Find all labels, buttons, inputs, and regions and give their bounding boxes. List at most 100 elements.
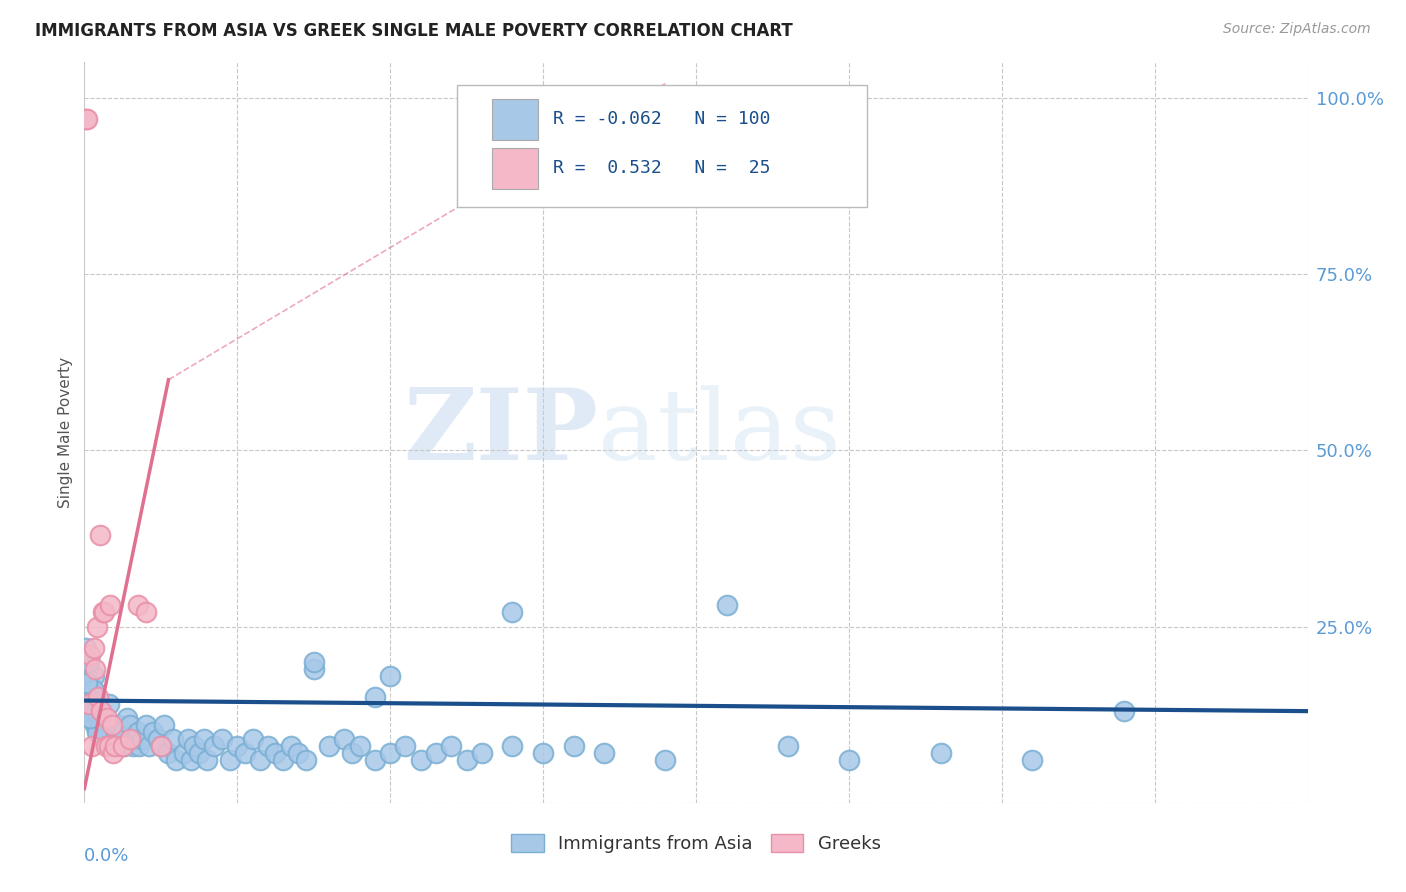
Point <box>776 739 799 754</box>
Point <box>111 739 134 754</box>
Point <box>128 739 150 754</box>
Point <box>111 725 134 739</box>
Point <box>226 739 249 754</box>
Point <box>83 640 105 655</box>
Point <box>83 711 105 725</box>
Point <box>135 718 157 732</box>
Point <box>333 732 356 747</box>
Point <box>77 697 100 711</box>
Point <box>193 732 215 747</box>
Point <box>153 718 176 732</box>
Point <box>295 754 318 768</box>
Text: R =  0.532   N =  25: R = 0.532 N = 25 <box>553 160 770 178</box>
Point <box>89 528 111 542</box>
Legend: Immigrants from Asia, Greeks: Immigrants from Asia, Greeks <box>503 827 889 861</box>
Point <box>79 648 101 662</box>
Point <box>380 669 402 683</box>
Point <box>249 754 271 768</box>
Point <box>157 747 180 761</box>
Point <box>531 747 554 761</box>
Point <box>90 704 112 718</box>
Point <box>96 732 118 747</box>
Point <box>287 747 309 761</box>
FancyBboxPatch shape <box>492 148 538 189</box>
Point <box>84 718 107 732</box>
Point <box>1021 754 1043 768</box>
Point <box>80 739 103 754</box>
Point <box>142 725 165 739</box>
Point <box>120 718 142 732</box>
Point <box>409 754 432 768</box>
Point <box>302 662 325 676</box>
Point <box>80 683 103 698</box>
Point <box>838 754 860 768</box>
FancyBboxPatch shape <box>492 99 538 140</box>
Point <box>716 599 738 613</box>
Point <box>440 739 463 754</box>
Point <box>165 754 187 768</box>
Point <box>302 655 325 669</box>
Point <box>94 718 117 732</box>
Point <box>218 754 240 768</box>
Point <box>91 718 114 732</box>
Point <box>86 725 108 739</box>
FancyBboxPatch shape <box>457 85 868 207</box>
Point <box>76 112 98 126</box>
Point <box>104 739 127 754</box>
Point <box>76 662 98 676</box>
Point <box>380 747 402 761</box>
Y-axis label: Single Male Poverty: Single Male Poverty <box>58 357 73 508</box>
Point <box>242 732 264 747</box>
Point <box>84 690 107 704</box>
Point <box>75 640 97 655</box>
Point <box>90 725 112 739</box>
Point <box>471 747 494 761</box>
Point <box>127 599 149 613</box>
Point <box>162 732 184 747</box>
Point <box>97 739 120 754</box>
Point <box>86 697 108 711</box>
Point <box>107 718 129 732</box>
Point <box>94 739 117 754</box>
Point <box>80 704 103 718</box>
Point <box>456 754 478 768</box>
Point <box>364 690 387 704</box>
Point <box>149 739 172 754</box>
Point <box>271 754 294 768</box>
Point <box>115 711 138 725</box>
Point <box>127 725 149 739</box>
Point <box>138 739 160 754</box>
Point <box>101 732 124 747</box>
Point <box>96 711 118 725</box>
Point <box>105 732 128 747</box>
Point <box>340 747 363 761</box>
Point <box>654 754 676 768</box>
Point <box>103 739 125 754</box>
Point <box>87 725 110 739</box>
Point <box>264 747 287 761</box>
Text: ZIP: ZIP <box>404 384 598 481</box>
Point <box>562 739 585 754</box>
Point <box>180 754 202 768</box>
Text: Source: ZipAtlas.com: Source: ZipAtlas.com <box>1223 22 1371 37</box>
Point <box>929 747 952 761</box>
Point <box>79 711 101 725</box>
Point <box>188 747 211 761</box>
Point <box>89 718 111 732</box>
Point <box>364 754 387 768</box>
Point <box>257 739 280 754</box>
Point <box>394 739 416 754</box>
Point <box>135 606 157 620</box>
Point <box>77 690 100 704</box>
Point <box>183 739 205 754</box>
Point <box>98 725 121 739</box>
Point <box>1114 704 1136 718</box>
Point <box>211 732 233 747</box>
Point <box>202 739 225 754</box>
Point <box>97 697 120 711</box>
Point <box>108 739 131 754</box>
Point <box>77 676 100 690</box>
Point <box>112 739 135 754</box>
Point <box>280 739 302 754</box>
Point <box>173 747 195 761</box>
